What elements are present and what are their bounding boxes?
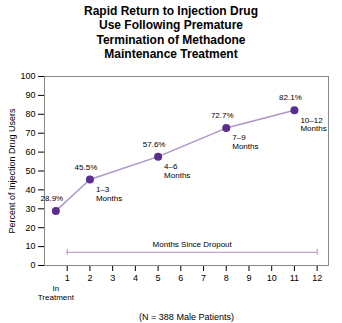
- svg-text:57.6%: 57.6%: [143, 140, 166, 149]
- svg-text:10: 10: [25, 241, 35, 251]
- svg-text:12: 12: [312, 273, 322, 283]
- svg-text:2: 2: [87, 273, 92, 283]
- svg-text:3: 3: [110, 273, 115, 283]
- svg-text:Percent of Injection Drug User: Percent of Injection Drug Users: [7, 108, 17, 234]
- svg-text:InTreatment: InTreatment: [38, 284, 75, 302]
- svg-text:90: 90: [25, 90, 35, 100]
- svg-text:7: 7: [201, 273, 206, 283]
- svg-text:9: 9: [246, 273, 251, 283]
- svg-text:45.5%: 45.5%: [75, 163, 98, 172]
- svg-text:20: 20: [25, 223, 35, 233]
- svg-text:50: 50: [25, 166, 35, 176]
- svg-text:30: 30: [25, 204, 35, 214]
- svg-text:7–9Months: 7–9Months: [232, 133, 258, 151]
- svg-text:72.7%: 72.7%: [211, 111, 234, 120]
- svg-text:10–12Months: 10–12Months: [300, 116, 326, 134]
- svg-text:4: 4: [133, 273, 138, 283]
- svg-text:(N = 388 Male Patients): (N = 388 Male Patients): [139, 312, 234, 322]
- svg-text:1–3Months: 1–3Months: [96, 185, 122, 203]
- svg-text:8: 8: [224, 273, 229, 283]
- svg-text:28.9%: 28.9%: [41, 194, 64, 203]
- svg-text:100: 100: [20, 71, 35, 81]
- svg-text:10: 10: [267, 273, 277, 283]
- svg-text:80: 80: [25, 109, 35, 119]
- svg-text:70: 70: [25, 128, 35, 138]
- svg-text:40: 40: [25, 185, 35, 195]
- svg-text:60: 60: [25, 147, 35, 157]
- svg-text:6: 6: [178, 273, 183, 283]
- svg-text:82.1%: 82.1%: [279, 93, 302, 102]
- svg-text:5: 5: [156, 273, 161, 283]
- svg-text:1: 1: [65, 273, 70, 283]
- svg-text:Months Since Dropout: Months Since Dropout: [153, 240, 233, 249]
- svg-text:11: 11: [290, 273, 299, 283]
- svg-text:0: 0: [30, 260, 35, 270]
- html-text:Rapid Return to Injection Drug: Rapid Return to Injection Drug Use Follo…: [84, 4, 258, 62]
- svg-text:4–6Months: 4–6Months: [164, 162, 190, 180]
